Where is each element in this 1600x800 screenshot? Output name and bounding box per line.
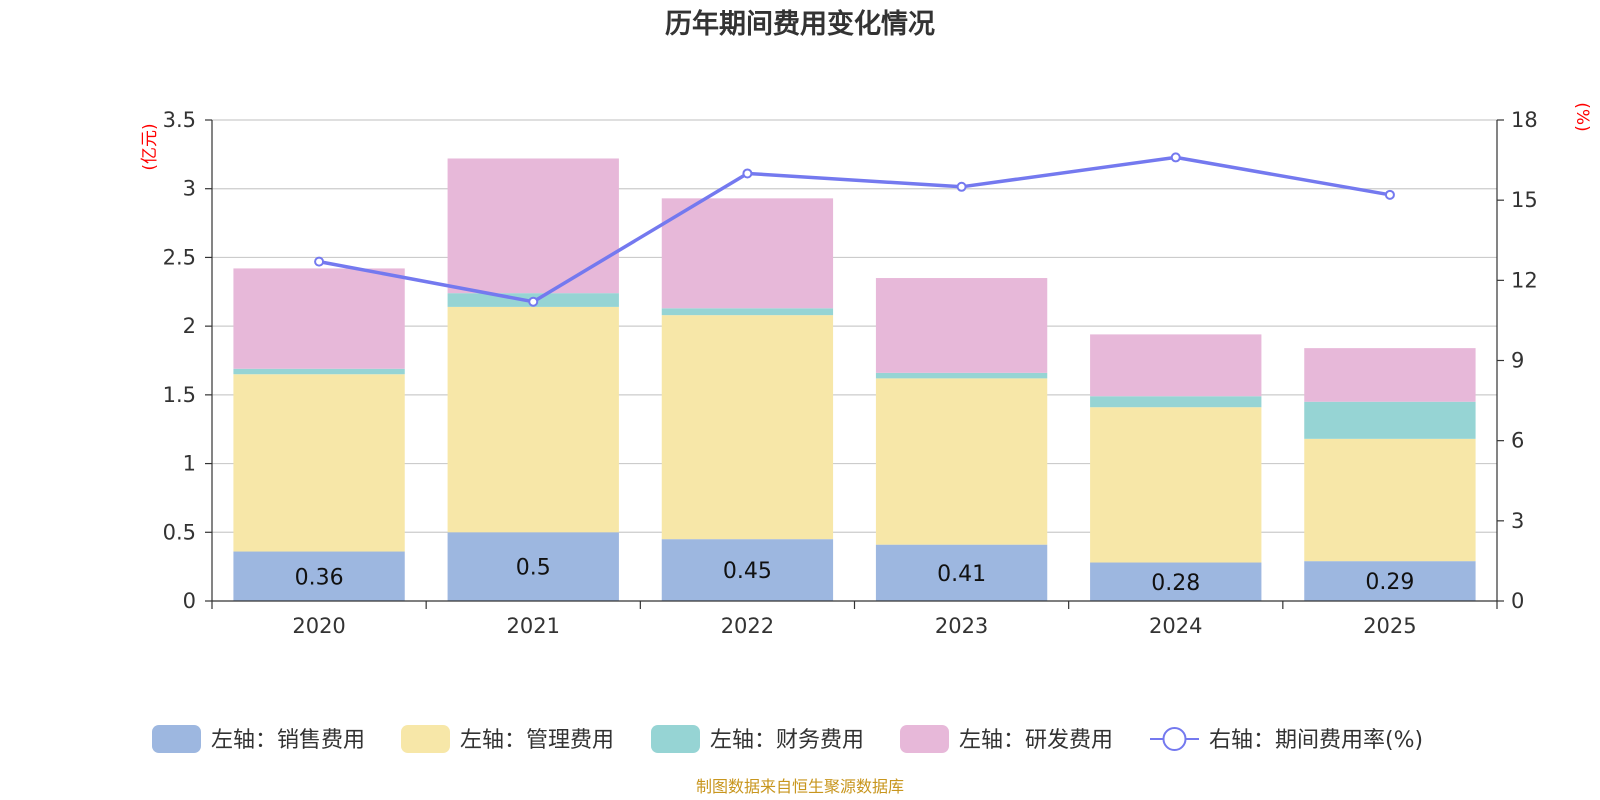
x-axis-tick-label: 2025: [1363, 614, 1416, 638]
x-axis-tick-label: 2023: [935, 614, 988, 638]
bar-segment: [875, 372, 1048, 379]
bar-segment: [1304, 561, 1476, 601]
right-axis-tick-label: 12: [1511, 268, 1538, 292]
bar-segment: [1090, 407, 1262, 563]
bar-segment: [875, 278, 1048, 373]
left-axis-tick-label: 1.5: [163, 383, 196, 407]
right-axis-tick-label: 0: [1511, 589, 1524, 613]
bar-segment: [661, 315, 834, 540]
bar-segment: [1090, 562, 1262, 601]
chart-title: 历年期间费用变化情况: [665, 8, 935, 40]
rate-line: [314, 152, 1395, 307]
bar-data-label: 0.41: [937, 562, 986, 587]
legend-swatch: [651, 725, 700, 753]
right-axis-tick-label: 9: [1511, 349, 1524, 373]
bar-segment: [447, 306, 619, 533]
rate-line-point: [742, 168, 753, 179]
x-axis-tick-label: 2021: [507, 614, 560, 638]
legend-swatch: [900, 725, 949, 753]
left-axis-tick-label: 3: [183, 177, 196, 201]
legend: 左轴：销售费用 左轴：管理费用 左轴：财务费用 左轴：研发费用 右轴：期间费用率(%): [152, 725, 1423, 753]
right-axis-tick-label: 3: [1511, 509, 1524, 533]
left-axis-tick-label: 1: [183, 452, 196, 476]
bar-data-label: 0.29: [1365, 570, 1414, 595]
legend-label: 左轴：财务费用: [710, 728, 864, 753]
bar-segment: [1304, 438, 1476, 562]
bar-segment: [875, 544, 1048, 601]
left-axis-tick-label: 0.5: [163, 520, 196, 544]
right-axis-tick-label: 6: [1511, 429, 1524, 453]
legend-label: 左轴：研发费用: [959, 728, 1113, 753]
bar-segment: [1090, 334, 1262, 397]
x-axis-tick-label: 2022: [721, 614, 774, 638]
bar-segment: [233, 368, 405, 375]
source-note: 制图数据来自恒生聚源数据库: [696, 777, 904, 796]
legend-label: 左轴：销售费用: [211, 728, 365, 753]
x-axis-tick-label: 2020: [292, 614, 345, 638]
bar-segment: [233, 551, 405, 601]
bars: [233, 158, 1476, 601]
bar-segment: [1304, 401, 1476, 439]
left-axis-tick-label: 0: [183, 589, 196, 613]
bar-data-label: 0.28: [1151, 571, 1200, 596]
rate-line-point: [528, 296, 539, 307]
right-axis-tick-label: 18: [1511, 108, 1538, 132]
bar-segment: [233, 268, 405, 369]
bar-data-label: 0.5: [516, 556, 551, 581]
left-axis-unit: (亿元): [140, 123, 160, 170]
rate-line-point: [314, 256, 325, 267]
left-axis-tick-label: 3.5: [163, 108, 196, 132]
legend-label: 左轴：管理费用: [460, 728, 614, 753]
legend-label: 右轴：期间费用率(%): [1209, 728, 1423, 753]
rate-line-path: [318, 155, 1391, 304]
bar-segment: [447, 158, 619, 294]
bar-segment: [1090, 396, 1262, 408]
left-axis-tick-label: 2.5: [163, 245, 196, 269]
rate-line-point: [1384, 189, 1395, 200]
bar-data-label: 0.45: [723, 559, 772, 584]
bar-segment: [661, 308, 834, 316]
left-axis-tick-label: 2: [183, 314, 196, 338]
x-axis-tick-label: 2024: [1149, 614, 1202, 638]
right-axis-unit: (%): [1572, 102, 1592, 131]
legend-marker: [1162, 727, 1187, 751]
rate-line-point: [956, 181, 967, 192]
grid: [212, 119, 1497, 533]
axes: 0 0.5 1 1.5 2 2.5 3 3.5 0 3 6 9 12 15 18 2020 2021 2022 20…: [163, 108, 1538, 638]
bar-segment: [661, 539, 834, 601]
data-labels: 0.36 0.5 0.45 0.41 0.28 0.29: [295, 556, 1415, 596]
legend-swatch: [152, 725, 201, 753]
bar-segment: [661, 198, 834, 309]
bar-segment: [447, 532, 619, 601]
rate-line-point: [1170, 152, 1181, 163]
bar-segment: [1304, 348, 1476, 402]
legend-swatch: [401, 725, 450, 753]
bar-segment: [875, 378, 1048, 545]
bar-data-label: 0.36: [295, 565, 344, 590]
right-axis-tick-label: 15: [1511, 188, 1538, 212]
bar-segment: [233, 374, 405, 552]
